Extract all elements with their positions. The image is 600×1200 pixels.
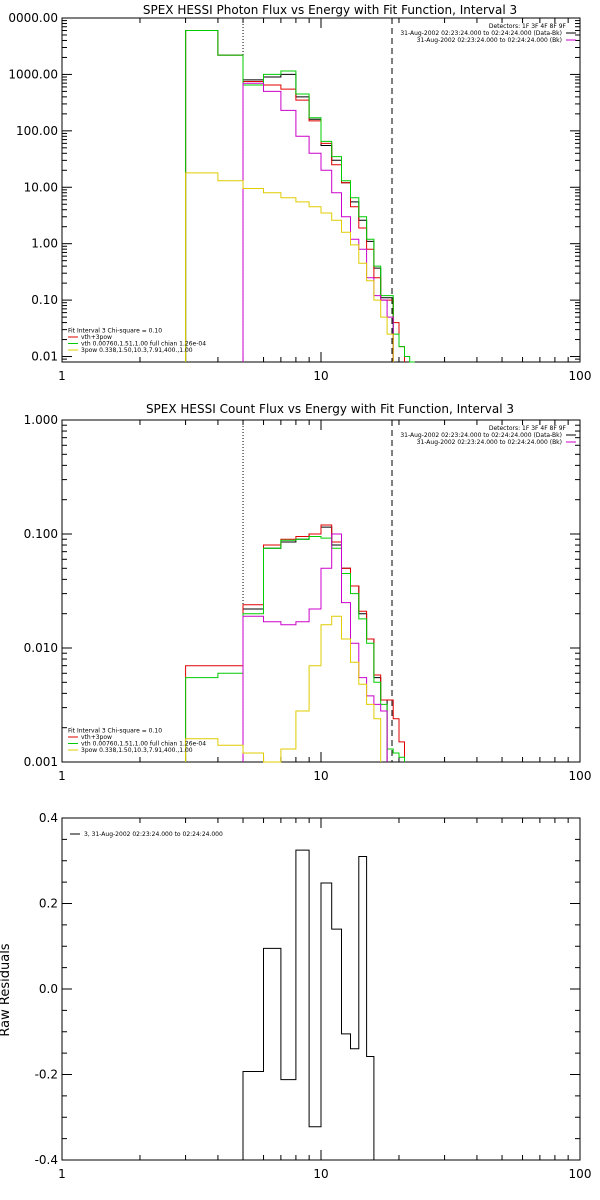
photon-flux-title: SPEX HESSI Photon Flux vs Energy with Fi… (143, 3, 517, 17)
y-tick-label: 100.00 (16, 124, 58, 138)
y-tick-label: 1.000 (24, 413, 58, 427)
legend-top-text: 31-Aug-2002 02:23:24.000 to 02:24:24.000… (417, 439, 562, 446)
series-data-bk-line (185, 30, 394, 362)
y-tick-label: 0.001 (24, 755, 58, 769)
y-tick-label: 10.00 (24, 180, 58, 194)
legend-bottom-text: vth+3pow (81, 334, 112, 341)
legend-top-text: 31-Aug-2002 02:23:24.000 to 02:24:24.000… (400, 432, 562, 439)
series-bk-line (242, 533, 388, 762)
legend-top-text: Detectors: 1F 3F 4F 8F 9F (489, 425, 567, 432)
x-tick-label: 1 (58, 369, 66, 383)
x-tick-label: 1 (58, 1167, 66, 1181)
y-tick-label: 0.4 (39, 811, 58, 825)
series-3-31-aug-2002-02-23-24-000-to-02-24-24-000-line (242, 849, 375, 1160)
x-tick-label: 100 (569, 769, 592, 783)
residuals-y-axis-label: Raw Residuals (0, 943, 13, 1036)
legend-text: 3, 31-Aug-2002 02:23:24.000 to 02:24:24.… (84, 831, 223, 838)
y-tick-label: 0.01 (31, 350, 58, 364)
y-tick-label: 0000.00 (8, 11, 58, 25)
legend-bottom-text: Fit Interval 3 Chi-square = 0.10 (68, 328, 162, 335)
legend-bottom-text: vth 0.00760,1.51,1.00 full chian 1.26e-0… (81, 741, 206, 748)
legend-bottom-text: vth+3pow (81, 734, 112, 741)
count-flux-title: SPEX HESSI Count Flux vs Energy with Fit… (146, 402, 514, 416)
legend-top-text: Detectors: 1F 3F 4F 8F 9F (489, 23, 567, 30)
series-vth-3pow-line (185, 30, 405, 362)
x-tick-label: 100 (569, 1167, 592, 1181)
legend-bottom-text: Fit Interval 3 Chi-square = 0.10 (68, 728, 162, 735)
legend-bottom-text: 3pow 0.338,1.50,10.3,7.91,400.,1.00 (81, 347, 193, 354)
y-tick-label: 0.100 (24, 527, 58, 541)
photon-flux-panel: SPEX HESSI Photon Flux vs Energy with Fi… (8, 3, 591, 383)
series-bk-line (242, 82, 394, 362)
y-tick-label: 0.010 (24, 641, 58, 655)
x-tick-label: 10 (313, 1167, 328, 1181)
y-tick-label: 1.00 (31, 237, 58, 251)
count-flux-panel: SPEX HESSI Count Flux vs Energy with Fit… (24, 402, 592, 783)
y-tick-label: -0.2 (35, 1068, 58, 1082)
series-vth-line (185, 536, 405, 762)
x-tick-label: 10 (313, 769, 328, 783)
legend-bottom-text: 3pow 0.338,1.50,10.3,7.91,400.,1.00 (81, 747, 193, 754)
photon-flux-axes-frame (61, 17, 581, 363)
series-data-bk-line (242, 526, 388, 762)
legend-top-text: 31-Aug-2002 02:23:24.000 to 02:24:24.000… (400, 30, 562, 37)
y-tick-label: 0.2 (39, 897, 58, 911)
y-tick-label: 1000.00 (8, 67, 58, 81)
residuals-panel: Raw Residuals 1 10 100 -0.4 -0.2 0.0 0.2 0.4 3,… (0, 811, 591, 1181)
legend-bottom-text: vth 0.00760,1.51,1.00 full chian 1.26e-0… (81, 341, 206, 348)
series-3pow-line (185, 615, 382, 763)
x-tick-label: 10 (313, 369, 328, 383)
x-tick-label: 1 (58, 769, 66, 783)
series-3pow-line (185, 172, 394, 362)
legend-top-text: 31-Aug-2002 02:23:24.000 to 02:24:24.000… (417, 37, 562, 44)
y-tick-label: 0.10 (31, 293, 58, 307)
x-tick-label: 100 (569, 369, 592, 383)
series-vth-line (185, 30, 415, 363)
y-tick-label: 0.0 (39, 982, 58, 996)
y-tick-label: -0.4 (35, 1153, 58, 1167)
